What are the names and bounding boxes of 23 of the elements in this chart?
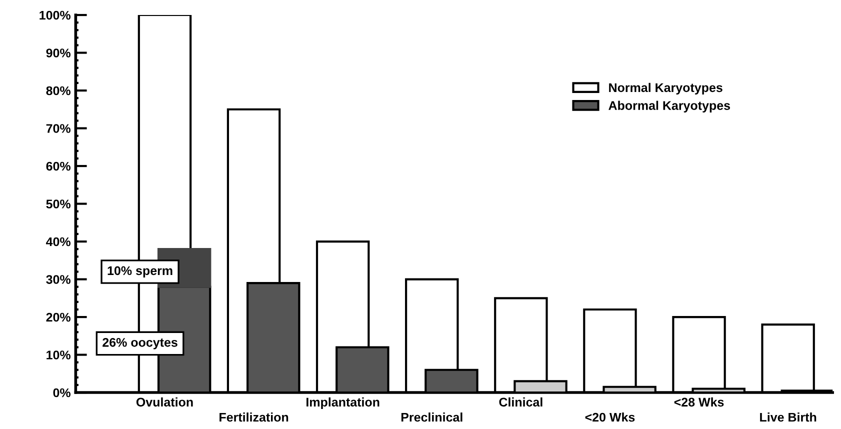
x-tick-label: <20 Wks xyxy=(585,412,635,422)
annotation: 10% sperm xyxy=(108,266,172,278)
y-tick-label: 20% xyxy=(46,312,70,322)
x-tick-label: Live Birth xyxy=(760,412,816,422)
y-tick-label: 10% xyxy=(46,350,70,360)
y-tick-label: 0% xyxy=(53,388,70,398)
y-tick-label: 90% xyxy=(46,48,70,58)
x-tick-label: Preclinical xyxy=(401,412,462,422)
x-tick-label: Implantation xyxy=(306,397,380,410)
y-tick-label: 80% xyxy=(46,86,70,96)
y-tick-label: 30% xyxy=(46,275,70,284)
y-tick-label: 100% xyxy=(40,10,70,20)
y-tick-label: 40% xyxy=(46,237,70,246)
x-tick-label: Clinical xyxy=(499,397,542,407)
legend-label: Abormal Karyotypes xyxy=(608,100,730,112)
y-tick-label: 70% xyxy=(46,124,70,133)
x-tick-label: Fertilization xyxy=(220,412,288,422)
y-tick-label: 50% xyxy=(46,200,70,208)
x-tick-label: <28 Wks xyxy=(674,397,724,407)
legend-label: Normal Karyotypes xyxy=(609,82,722,95)
x-tick-label: Ovulation xyxy=(136,397,193,407)
annotation: 26% oocytes xyxy=(102,338,178,350)
y-tick-label: 60% xyxy=(46,162,70,171)
